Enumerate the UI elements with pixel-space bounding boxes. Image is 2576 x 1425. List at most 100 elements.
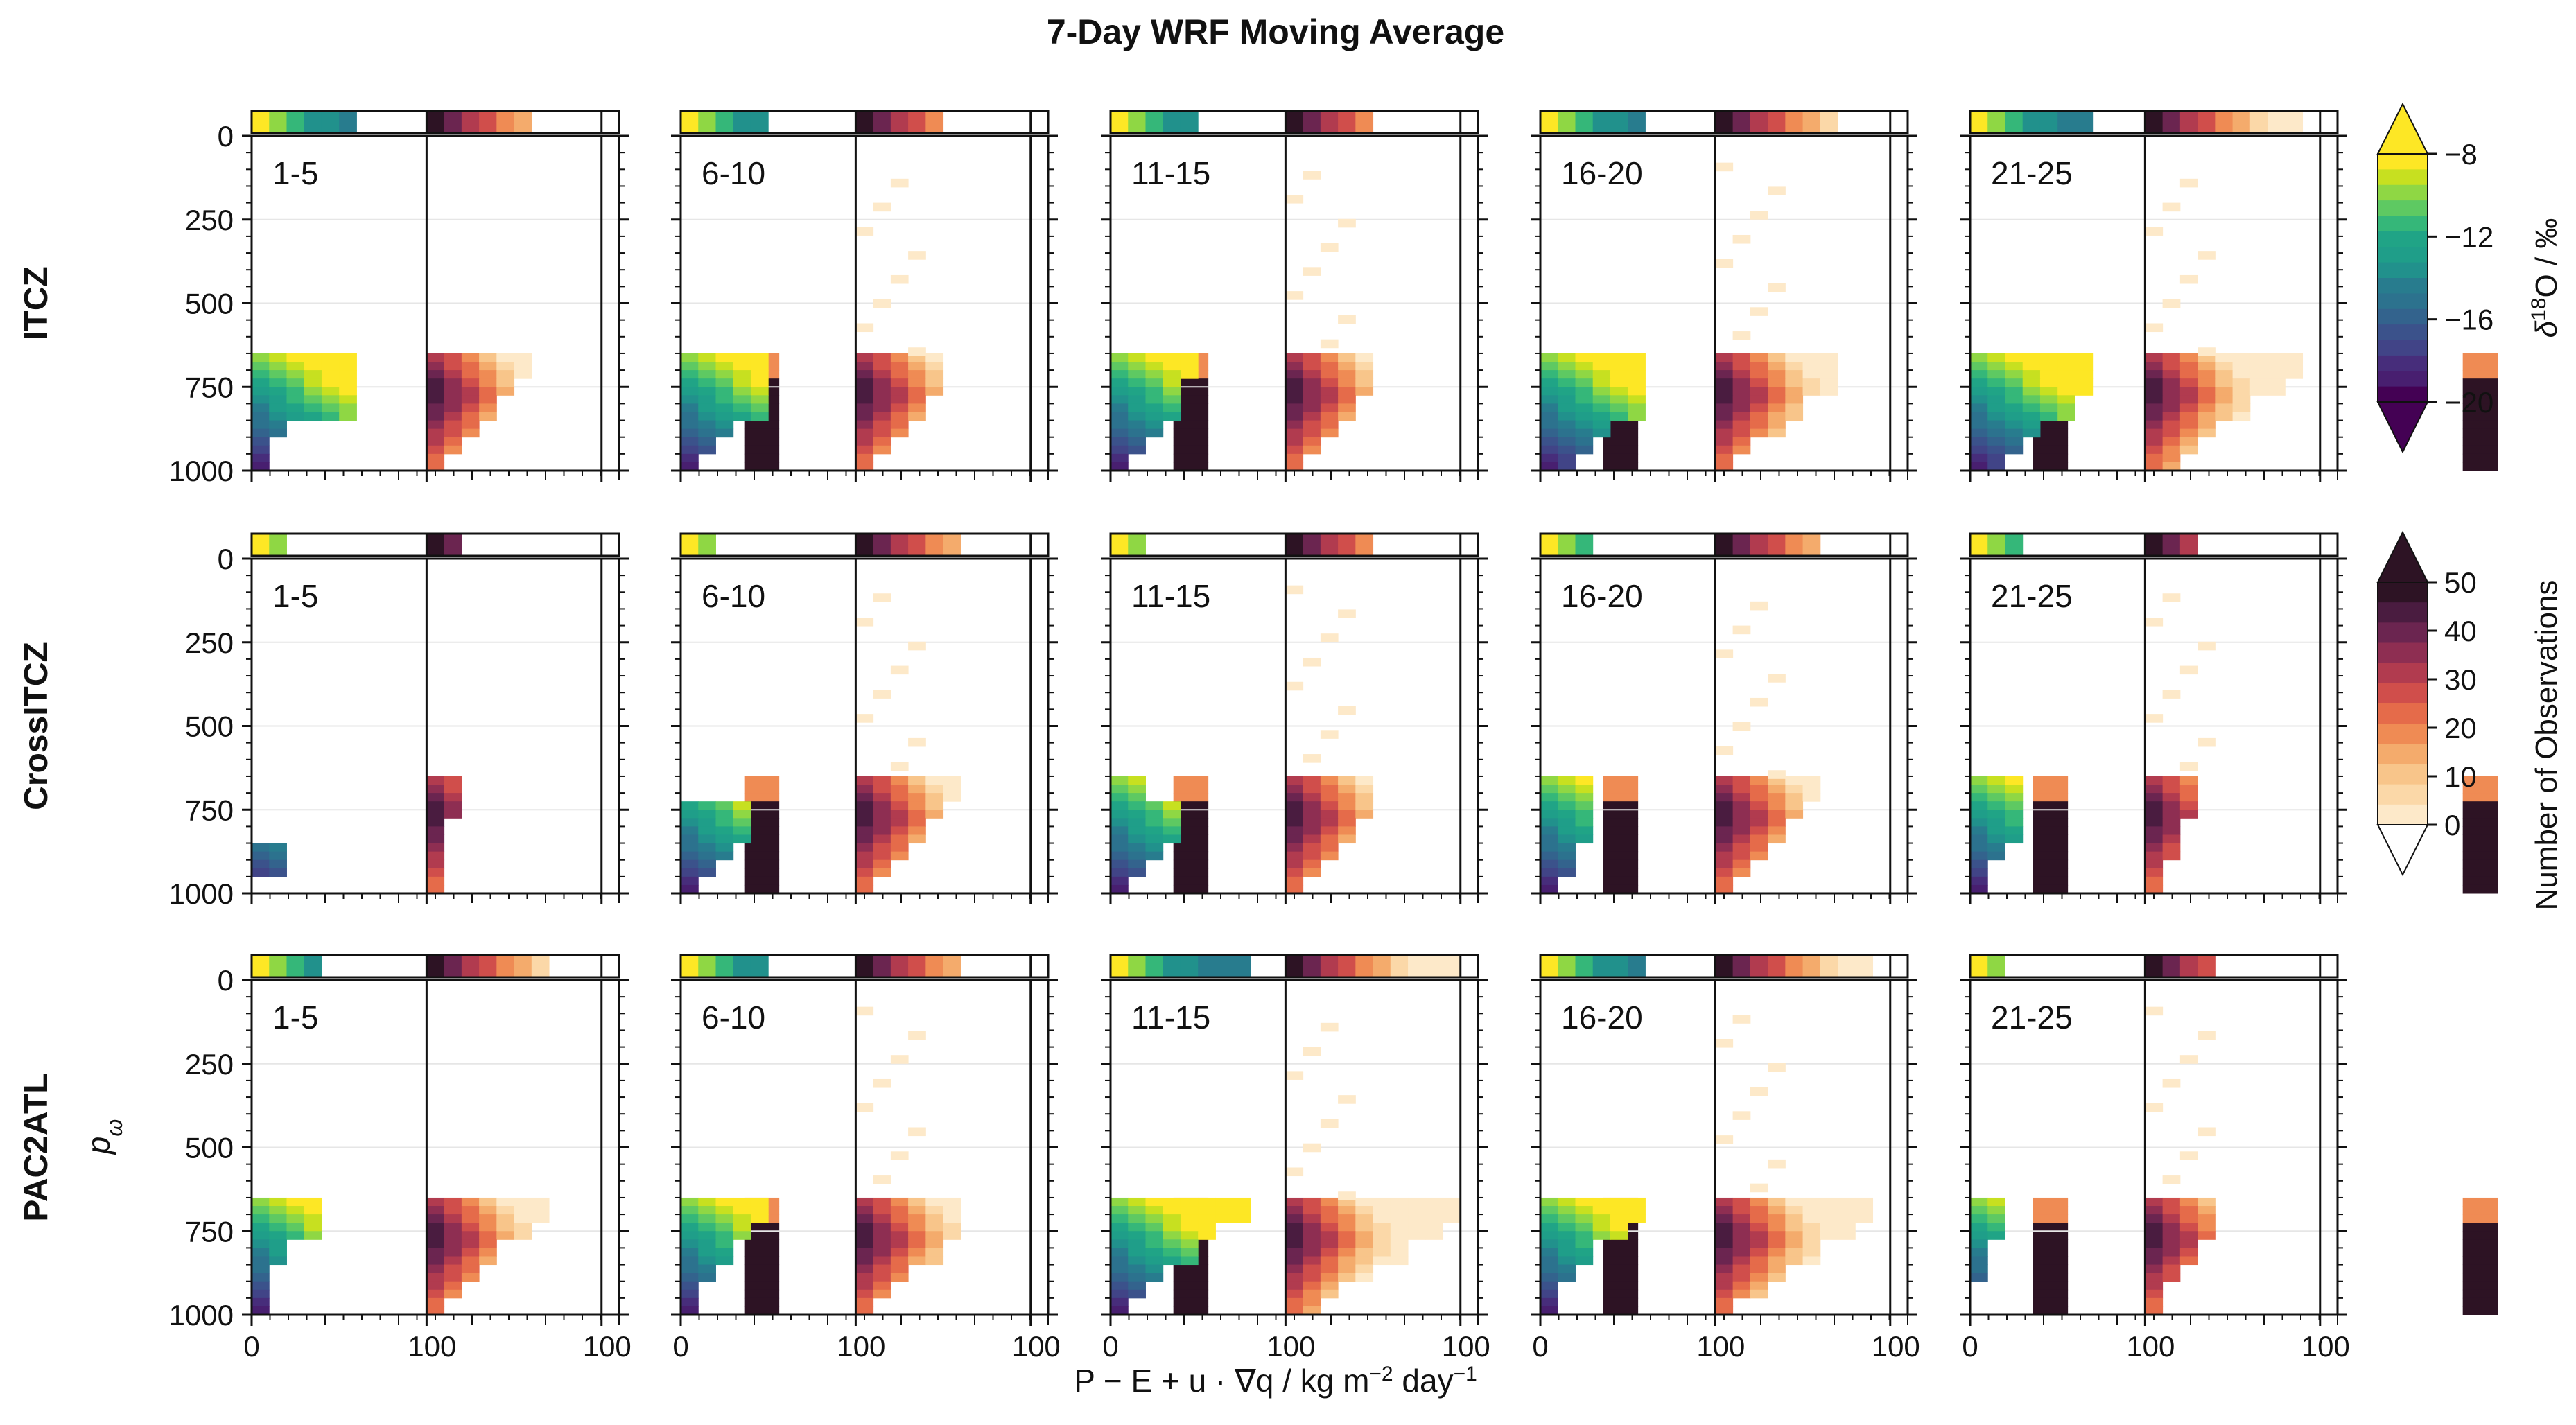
heatmap-cell-count [1750, 1231, 1768, 1240]
panel-label: 16-20 [1561, 155, 1643, 191]
marginal-cell [1173, 412, 1209, 421]
heatmap-cell-d18o [2005, 810, 2024, 819]
heatmap-cell-count [2232, 395, 2251, 404]
heatmap-cell-count [479, 395, 497, 404]
x-tick-label: 0 [1102, 1330, 1118, 1363]
heatmap-cell-d18o [2005, 793, 2024, 802]
heatmap-cell-count [2162, 1264, 2181, 1274]
heatmap-cell-d18o [1575, 378, 1594, 387]
heatmap-cell-d18o [1145, 1239, 1164, 1248]
x-tick-label: 100 [2301, 1330, 2350, 1363]
heatmap-cell-count [1355, 378, 1374, 387]
top-strip-cell-d18o [750, 111, 769, 133]
top-strip-cell-count [855, 955, 874, 977]
colorbar-d18o-segment [2378, 169, 2428, 186]
heatmap-cell-d18o [1111, 420, 1129, 430]
heatmap-cell-d18o [1575, 1223, 1594, 1232]
heatmap-cell-d18o [733, 818, 751, 827]
colorbar-d18o-tick-label: −8 [2444, 138, 2478, 171]
heatmap-cell-count [855, 618, 874, 627]
heatmap-cell-d18o [1128, 370, 1146, 379]
heatmap-cell-count [1855, 1197, 1874, 1207]
heatmap-cell-d18o [1540, 1239, 1558, 1248]
heatmap-cell-count [1408, 1231, 1426, 1240]
heatmap-cell-d18o [1540, 884, 1558, 894]
heatmap-cell-count [873, 851, 891, 861]
heatmap-cell-count [1285, 859, 1304, 869]
heatmap-cell-count [1750, 362, 1768, 371]
heatmap-cell-d18o [1575, 428, 1594, 438]
heatmap-cell-count [444, 362, 462, 371]
marginal-cell [744, 868, 780, 877]
heatmap-cell-count [426, 801, 445, 810]
heatmap-cell-d18o [1111, 1281, 1129, 1291]
top-strip-cell-count [1802, 534, 1821, 556]
heatmap-cell-count [2215, 387, 2234, 396]
heatmap-cell-d18o [698, 403, 716, 412]
marginal-cell [2033, 453, 2069, 463]
heatmap-cell-d18o [1970, 437, 1988, 446]
heatmap-cell-count [1303, 1256, 1321, 1266]
y-tick-label: 750 [185, 1215, 234, 1248]
panel-1-3: 16-20 [1531, 532, 2069, 904]
heatmap-cell-count [1768, 1248, 1786, 1257]
y-tick-label: 1000 [169, 1299, 234, 1331]
top-strip-cell-count [1732, 955, 1751, 977]
heatmap-cell-count [1715, 868, 1734, 877]
heatmap-cell-d18o [681, 1297, 699, 1307]
heatmap-cell-d18o [1558, 353, 1576, 362]
heatmap-cell-d18o [1540, 353, 1558, 362]
heatmap-cell-d18o [286, 362, 305, 371]
heatmap-cell-count [1303, 267, 1321, 276]
marginal-cell [744, 1306, 780, 1315]
heatmap-cell-d18o [750, 1197, 769, 1207]
heatmap-cell-d18o [1575, 362, 1594, 371]
heatmap-cell-count [1320, 395, 1339, 404]
heatmap-cell-d18o [2039, 378, 2058, 387]
heatmap-cell-count [479, 1214, 497, 1223]
heatmap-cell-count [873, 776, 891, 785]
heatmap-cell-d18o [1111, 1206, 1129, 1215]
heatmap-cell-d18o [715, 1256, 734, 1266]
heatmap-cell-d18o [2075, 353, 2094, 362]
heatmap-cell-count [444, 428, 462, 438]
heatmap-cell-count [426, 884, 445, 894]
heatmap-cell-count [2198, 1231, 2216, 1240]
heatmap-cell-count [908, 1197, 926, 1207]
top-strip-cell-d18o [1592, 111, 1611, 133]
heatmap-cell-d18o [1540, 776, 1558, 785]
marginal-cell [1173, 868, 1209, 877]
marginal-cell [1173, 395, 1209, 404]
heatmap-cell-count [1802, 793, 1821, 802]
heatmap-cell-count [925, 810, 944, 819]
heatmap-cell-d18o [1970, 843, 1988, 853]
heatmap-cell-count [2162, 353, 2181, 362]
heatmap-cell-d18o [698, 395, 716, 404]
heatmap-cell-count [1285, 793, 1304, 802]
heatmap-cell-count [2179, 370, 2198, 379]
heatmap-cell-d18o [681, 1264, 699, 1274]
marginal-cell [1603, 818, 1639, 827]
heatmap-cell-count [1732, 428, 1751, 438]
heatmap-cell-count [2162, 412, 2181, 421]
heatmap-cell-d18o [252, 1223, 270, 1232]
heatmap-cell-count [2179, 1206, 2198, 1215]
heatmap-cell-d18o [1180, 1214, 1199, 1223]
top-strip-cell-d18o [1111, 534, 1129, 556]
heatmap-cell-count [1338, 1223, 1356, 1232]
heatmap-cell-count [444, 1248, 462, 1257]
heatmap-cell-count [1320, 420, 1339, 430]
heatmap-cell-d18o [1163, 362, 1181, 371]
heatmap-cell-count [855, 801, 874, 810]
heatmap-cell-count [1390, 1197, 1409, 1207]
heatmap-cell-count [873, 1256, 891, 1266]
heatmap-cell-d18o [1592, 420, 1611, 430]
marginal-cell [1173, 826, 1209, 835]
top-strip-cell-d18o [1575, 111, 1594, 133]
heatmap-cell-count [2179, 665, 2198, 675]
heatmap-cell-d18o [1558, 387, 1576, 396]
heatmap-cell-d18o [2005, 378, 2024, 387]
heatmap-cell-d18o [1558, 810, 1576, 819]
heatmap-cell-count [444, 1289, 462, 1299]
